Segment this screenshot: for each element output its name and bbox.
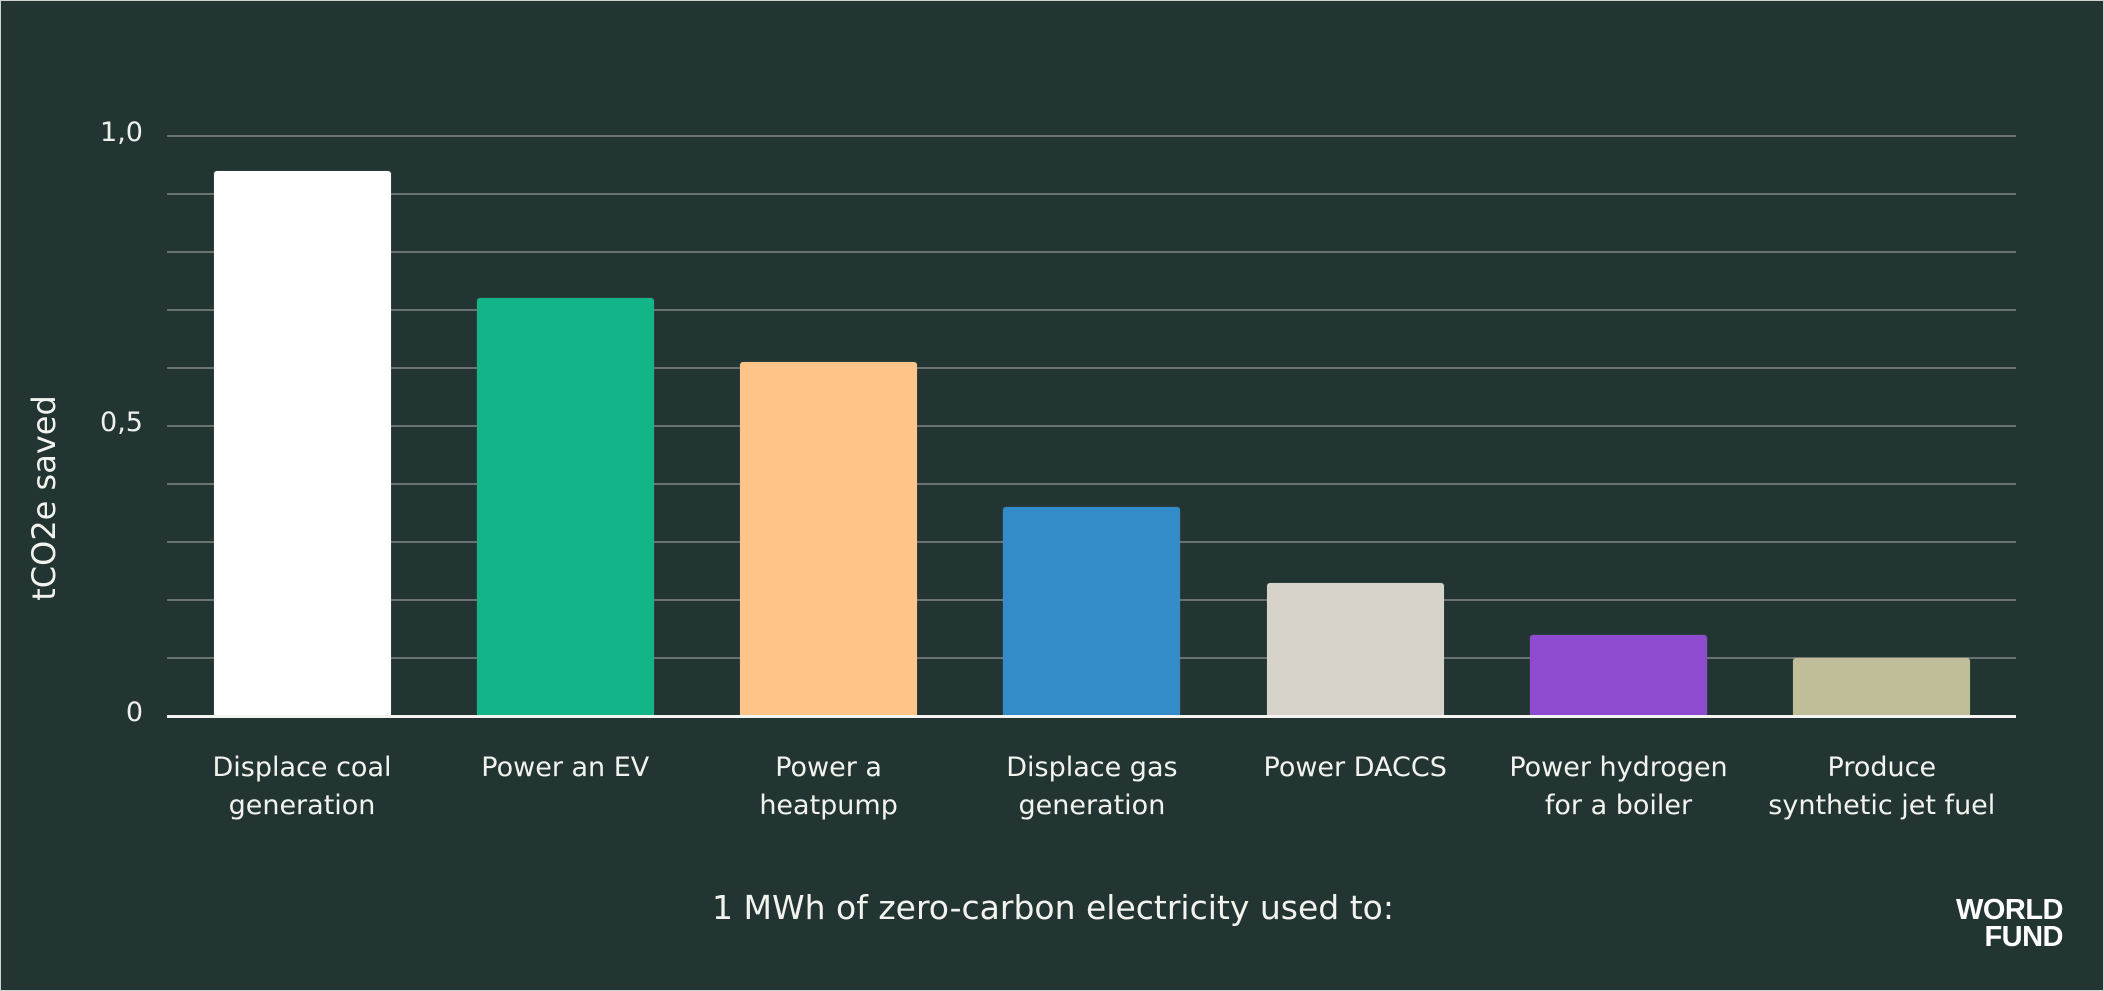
- world-fund-logo: WORLD FUND: [1955, 894, 2064, 953]
- bar: [1530, 634, 1707, 716]
- x-category-label: Power hydrogen for a boiler: [1509, 752, 1728, 821]
- bar: [740, 362, 918, 716]
- x-category-label: Displace gas generation: [1006, 752, 1178, 821]
- gridline: [167, 367, 2016, 369]
- gridline: [167, 483, 2016, 485]
- logo-line-1: WORLD: [1955, 894, 2064, 926]
- bar: [213, 170, 391, 716]
- x-category-label: Power DACCS: [1263, 752, 1447, 783]
- x-axis-baseline: [167, 715, 2016, 718]
- gridline: [167, 251, 2016, 253]
- x-category-label: Power an EV: [481, 752, 650, 783]
- y-tick-label: 1,0: [100, 117, 143, 148]
- x-category-label: Produce synthetic jet fuel: [1768, 752, 1996, 821]
- y-tick-label: 0: [125, 697, 143, 728]
- y-axis-label: tCO2e saved: [25, 395, 63, 601]
- bar: [1003, 507, 1181, 716]
- y-tick-label: 0,5: [100, 407, 143, 438]
- x-category-label: Power a heatpump: [759, 752, 898, 821]
- gridline: [167, 193, 2016, 195]
- logo-line-2: FUND: [1984, 921, 2063, 953]
- x-category-label: Displace coal generation: [212, 752, 392, 821]
- gridline: [167, 425, 2016, 427]
- x-axis-title: 1 MWh of zero-carbon electricity used to…: [712, 888, 1394, 927]
- bar: [476, 298, 654, 716]
- gridline: [167, 135, 2016, 137]
- bar: [1793, 658, 1971, 716]
- bar: [1266, 582, 1444, 716]
- gridline: [167, 309, 2016, 311]
